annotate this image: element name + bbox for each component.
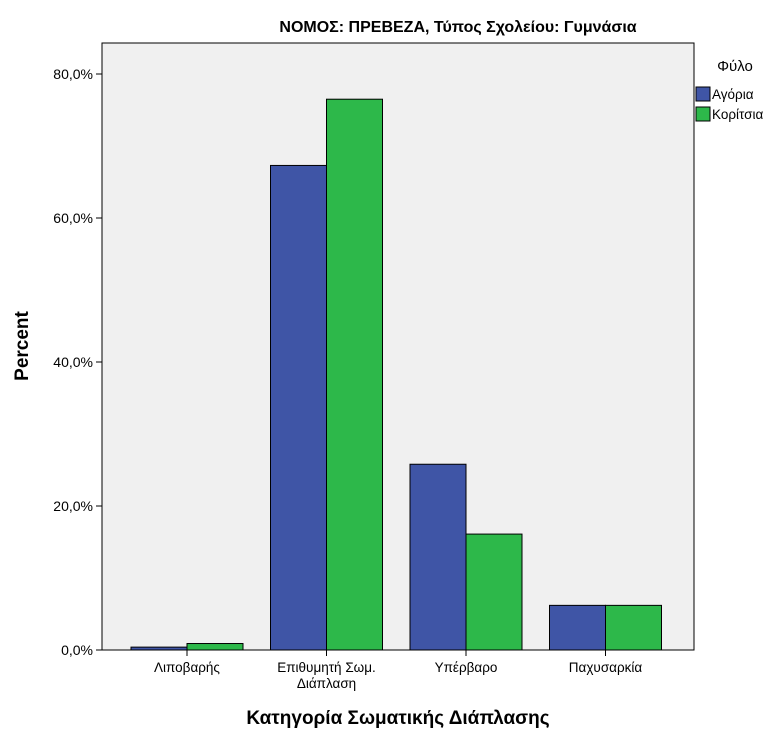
bar-girls	[605, 604, 662, 651]
y-tick-label: 80,0%	[53, 66, 93, 82]
x-tick-label: Λιποβαρής	[154, 660, 220, 675]
y-tick-label: 20,0%	[53, 498, 93, 514]
bar-boys	[549, 604, 606, 651]
chart-title: ΝΟΜΟΣ: ΠΡΕΒΕΖΑ, Τύπος Σχολείου: Γυμνάσια	[279, 19, 636, 36]
legend-label: Κορίτσια	[712, 107, 763, 122]
bar-boys	[409, 463, 467, 651]
y-tick-label: 0,0%	[61, 642, 93, 658]
legend-title: Φύλο	[717, 58, 753, 75]
bars	[130, 98, 662, 651]
x-axis-title: Κατηγορία Σωματικής Διάπλασης	[246, 708, 549, 729]
legend-swatch	[695, 86, 711, 102]
legend-swatch	[695, 106, 711, 122]
x-tick-label-line: Παχυσαρκία	[569, 660, 643, 675]
x-tick-label: Υπέρβαρο	[435, 660, 498, 675]
bar-boys	[130, 646, 188, 651]
y-axis-title: Percent	[12, 310, 33, 380]
x-tick-label-line: Επιθυμητή Σωμ.	[277, 660, 376, 675]
x-tick-label: Επιθυμητή Σωμ. Διάπλαση	[277, 660, 376, 691]
bar-girls	[186, 643, 244, 651]
y-tick-label: 40,0%	[53, 354, 93, 370]
y-tick-label: 60,0%	[53, 210, 93, 226]
x-tick-label: Παχυσαρκία	[569, 660, 643, 675]
x-tick-label-line: Λιποβαρής	[154, 660, 220, 675]
legend-label: Αγόρια	[712, 87, 754, 102]
x-tick-label-line: Διάπλαση	[297, 676, 356, 691]
legend: Φύλο Αγόρια Κορίτσια	[695, 58, 763, 122]
bar-girls	[465, 533, 523, 651]
y-axis: 0,0% 20,0% 40,0% 60,0% 80,0%	[53, 66, 102, 658]
bar-boys	[270, 164, 327, 651]
x-axis: Λιποβαρής Επιθυμητή Σωμ. Διάπλαση Υπέρβαρο Π…	[154, 650, 642, 691]
plot-area	[101, 42, 695, 651]
x-tick-label-line: Υπέρβαρο	[435, 660, 498, 675]
bar-girls	[326, 98, 383, 651]
